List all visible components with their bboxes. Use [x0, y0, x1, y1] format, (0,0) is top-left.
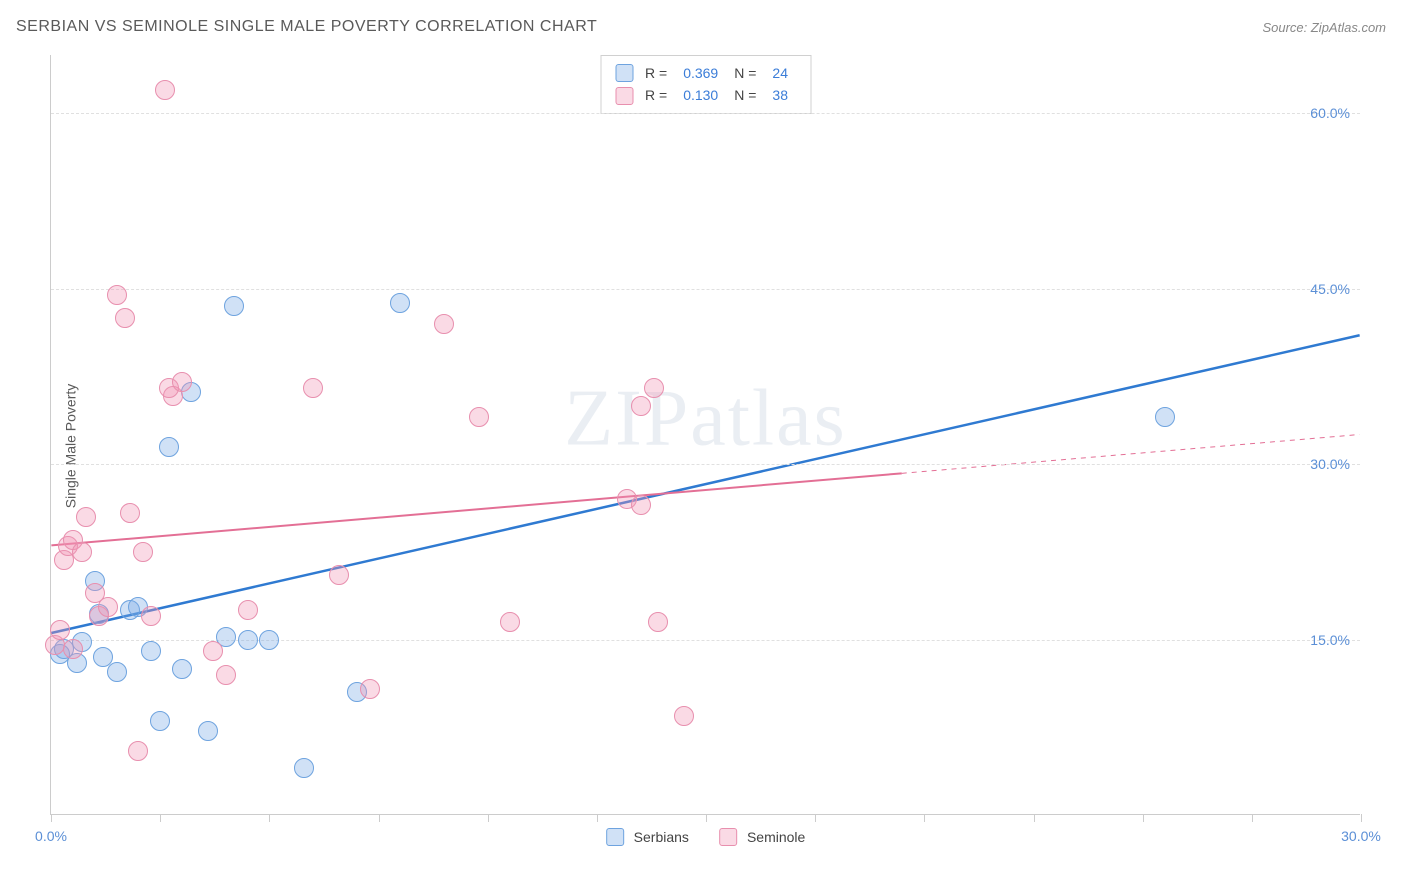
x-tick — [706, 814, 707, 822]
legend-bottom: Serbians Seminole — [606, 828, 806, 846]
data-point — [469, 407, 489, 427]
stats-n-value: 24 — [772, 62, 788, 84]
x-tick — [269, 814, 270, 822]
x-tick — [1034, 814, 1035, 822]
stats-row: R = 0.130 N = 38 — [615, 84, 796, 106]
swatch-icon — [615, 87, 633, 105]
data-point — [107, 662, 127, 682]
data-point — [120, 503, 140, 523]
stats-n-value: 38 — [772, 84, 788, 106]
x-tick-label: 0.0% — [35, 828, 67, 844]
stats-box: R = 0.369 N = 24 R = 0.130 N = 38 — [600, 55, 811, 114]
data-point — [172, 659, 192, 679]
x-tick — [924, 814, 925, 822]
data-point — [198, 721, 218, 741]
data-point — [500, 612, 520, 632]
data-point — [172, 372, 192, 392]
data-point — [644, 378, 664, 398]
legend-label: Serbians — [634, 829, 689, 845]
x-tick-label: 30.0% — [1341, 828, 1381, 844]
data-point — [329, 565, 349, 585]
data-point — [674, 706, 694, 726]
gridline-h — [51, 113, 1360, 114]
watermark: ZIPatlas — [564, 374, 847, 465]
legend-item: Seminole — [719, 828, 805, 846]
y-tick-label: 45.0% — [1310, 281, 1350, 297]
data-point — [141, 641, 161, 661]
x-tick — [160, 814, 161, 822]
data-point — [1155, 407, 1175, 427]
data-point — [238, 600, 258, 620]
x-tick — [1361, 814, 1362, 822]
data-point — [98, 597, 118, 617]
data-point — [294, 758, 314, 778]
x-tick — [1252, 814, 1253, 822]
y-tick-label: 30.0% — [1310, 456, 1350, 472]
plot-area: ZIPatlas R = 0.369 N = 24 R = 0.130 N = … — [50, 55, 1360, 815]
stats-r-label: R = — [645, 62, 667, 84]
data-point — [434, 314, 454, 334]
data-point — [390, 293, 410, 313]
data-point — [648, 612, 668, 632]
stats-r-label: R = — [645, 84, 667, 106]
data-point — [360, 679, 380, 699]
gridline-h — [51, 464, 1360, 465]
legend-label: Seminole — [747, 829, 805, 845]
data-point — [128, 741, 148, 761]
data-point — [141, 606, 161, 626]
data-point — [150, 711, 170, 731]
stats-row: R = 0.369 N = 24 — [615, 62, 796, 84]
data-point — [115, 308, 135, 328]
data-point — [631, 495, 651, 515]
data-point — [203, 641, 223, 661]
source-label: Source: ZipAtlas.com — [1262, 20, 1386, 35]
data-point — [76, 507, 96, 527]
y-tick-label: 15.0% — [1310, 632, 1350, 648]
data-point — [216, 665, 236, 685]
gridline-h — [51, 289, 1360, 290]
x-tick — [1143, 814, 1144, 822]
trend-lines-svg — [51, 55, 1360, 814]
x-tick — [597, 814, 598, 822]
x-tick — [51, 814, 52, 822]
stats-r-value: 0.130 — [683, 84, 718, 106]
x-tick — [488, 814, 489, 822]
swatch-icon — [719, 828, 737, 846]
x-tick — [815, 814, 816, 822]
x-tick — [379, 814, 380, 822]
stats-n-label: N = — [734, 62, 756, 84]
data-point — [303, 378, 323, 398]
stats-r-value: 0.369 — [683, 62, 718, 84]
chart-title: SERBIAN VS SEMINOLE SINGLE MALE POVERTY … — [16, 18, 597, 36]
data-point — [631, 396, 651, 416]
data-point — [63, 639, 83, 659]
stats-n-label: N = — [734, 84, 756, 106]
y-tick-label: 60.0% — [1310, 105, 1350, 121]
chart-container: SERBIAN VS SEMINOLE SINGLE MALE POVERTY … — [0, 0, 1406, 892]
data-point — [259, 630, 279, 650]
data-point — [50, 620, 70, 640]
data-point — [224, 296, 244, 316]
data-point — [133, 542, 153, 562]
swatch-icon — [606, 828, 624, 846]
data-point — [155, 80, 175, 100]
data-point — [159, 437, 179, 457]
legend-item: Serbians — [606, 828, 689, 846]
data-point — [72, 542, 92, 562]
data-point — [238, 630, 258, 650]
swatch-icon — [615, 64, 633, 82]
data-point — [107, 285, 127, 305]
